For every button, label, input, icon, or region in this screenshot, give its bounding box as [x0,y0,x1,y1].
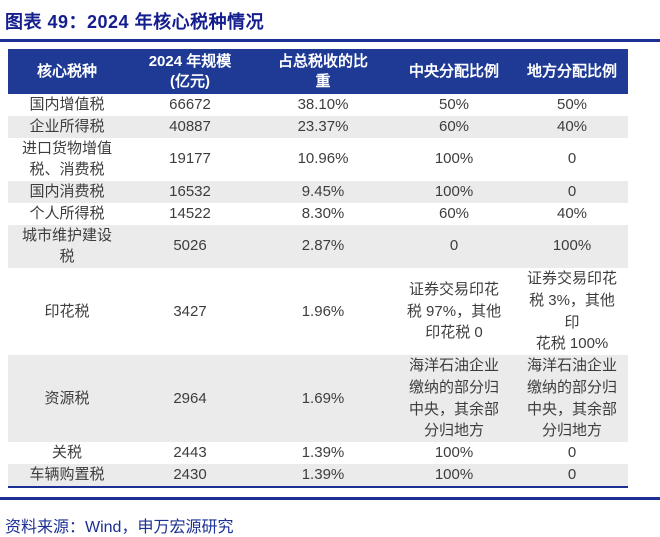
cell-tax-name: 企业所得税 [29,117,105,135]
table-row: 企业所得税 40887 23.37% 60% 40% [8,115,628,138]
table-row: 个人所得税 14522 8.30% 60% 40% [8,202,628,225]
cell-share: 1.39% [301,465,345,483]
figure-title: 图表 49：2024 年核心税种情况 [5,12,265,32]
cell-local-ratio: 40% [556,117,588,135]
table-row: 印花税 3427 1.96% 证券交易印花 税 97%，其他 印花税 0 证券交… [8,268,628,355]
cell-tax-name: 国内消费税 [29,183,105,200]
cell-local-ratio: 40% [556,204,588,222]
cell-share: 23.37% [297,117,349,135]
cell-scale: 5026 [173,237,207,255]
cell-share: 9.45% [301,183,345,200]
bottom-divider [0,496,660,500]
report-figure: 图表 49：2024 年核心税种情况 核心税种 2024 年规模 (亿元) 占总… [0,12,660,536]
cell-tax-name: 城市维护建设 税 [21,226,112,266]
cell-central-ratio: 100% [434,465,474,483]
cell-scale: 66672 [169,96,211,113]
cell-tax-name: 国内增值税 [29,96,105,113]
cell-scale: 2430 [173,465,207,483]
cell-local-ratio: 0 [567,183,577,200]
cell-share: 8.30% [301,204,345,222]
cell-central-ratio: 0 [449,237,459,255]
table-row: 车辆购置税 2430 1.39% 100% 0 [8,463,628,487]
cell-share: 10.96% [297,150,349,168]
tax-table: 核心税种 2024 年规模 (亿元) 占总税收的比 重 中央分配比例 地方分配比… [8,49,628,488]
cell-share: 2.87% [301,237,345,255]
cell-share: 1.69% [301,389,345,407]
cell-scale: 14522 [169,204,211,222]
cell-local-ratio: 100% [552,237,592,255]
table-row: 城市维护建设 税 5026 2.87% 0 100% [8,224,628,268]
cell-tax-name: 进口货物增值 税、消费税 [21,139,112,179]
table-body: 国内增值税 66672 38.10% 50% 50% 企业所得税 40887 2… [8,94,628,487]
cell-scale: 40887 [169,117,211,135]
cell-tax-name: 印花税 [44,302,90,320]
cell-local-ratio: 海洋石油企业 缴纳的部分归 中央，其余部 分归地方 [526,357,617,440]
header-cell-scale-2024: 2024 年规模 (亿元) [126,49,254,94]
cell-share: 1.96% [301,302,345,320]
cell-tax-name: 个人所得税 [29,204,105,222]
table-row: 资源税 2964 1.69% 海洋石油企业 缴纳的部分归 中央，其余部 分归地方… [8,355,628,442]
cell-scale: 19177 [169,150,211,168]
cell-scale: 2964 [173,389,207,407]
table-row: 进口货物增值 税、消费税 19177 10.96% 100% 0 [8,137,628,181]
cell-local-ratio: 50% [556,96,588,113]
cell-central-ratio: 证券交易印花 税 97%，其他 印花税 0 [406,280,502,342]
cell-central-ratio: 60% [438,204,470,222]
header-cell-central-ratio: 中央分配比例 [392,49,516,94]
cell-central-ratio: 100% [434,150,474,168]
cell-share: 1.39% [301,444,345,461]
cell-central-ratio: 60% [438,117,470,135]
table-row: 关税 2443 1.39% 100% 0 [8,442,628,464]
cell-central-ratio: 海洋石油企业 缴纳的部分归 中央，其余部 分归地方 [408,357,499,440]
cell-local-ratio: 0 [567,465,577,483]
title-divider [0,39,660,42]
cell-scale: 16532 [169,183,211,200]
cell-local-ratio: 证券交易印花 税 3%，其他印 花税 100% [526,270,617,353]
cell-central-ratio: 100% [434,183,474,200]
cell-tax-name: 关税 [51,444,82,461]
cell-local-ratio: 0 [567,150,577,168]
cell-central-ratio: 50% [438,96,470,113]
table-row: 国内增值税 66672 38.10% 50% 50% [8,94,628,116]
header-cell-local-ratio: 地方分配比例 [516,49,628,94]
cell-tax-name: 资源税 [44,389,90,407]
cell-central-ratio: 100% [434,444,474,461]
table-header: 核心税种 2024 年规模 (亿元) 占总税收的比 重 中央分配比例 地方分配比… [8,49,628,94]
cell-tax-name: 车辆购置税 [29,465,105,483]
source-note: 资料来源：Wind，申万宏源研究 [5,518,234,536]
header-row: 核心税种 2024 年规模 (亿元) 占总税收的比 重 中央分配比例 地方分配比… [8,49,628,94]
cell-scale: 3427 [173,302,207,320]
table-row: 国内消费税 16532 9.45% 100% 0 [8,181,628,203]
header-cell-share-of-total: 占总税收的比 重 [254,49,392,94]
cell-scale: 2443 [173,444,207,461]
cell-local-ratio: 0 [567,444,577,461]
header-cell-tax-type: 核心税种 [8,49,126,94]
cell-share: 38.10% [297,96,349,113]
